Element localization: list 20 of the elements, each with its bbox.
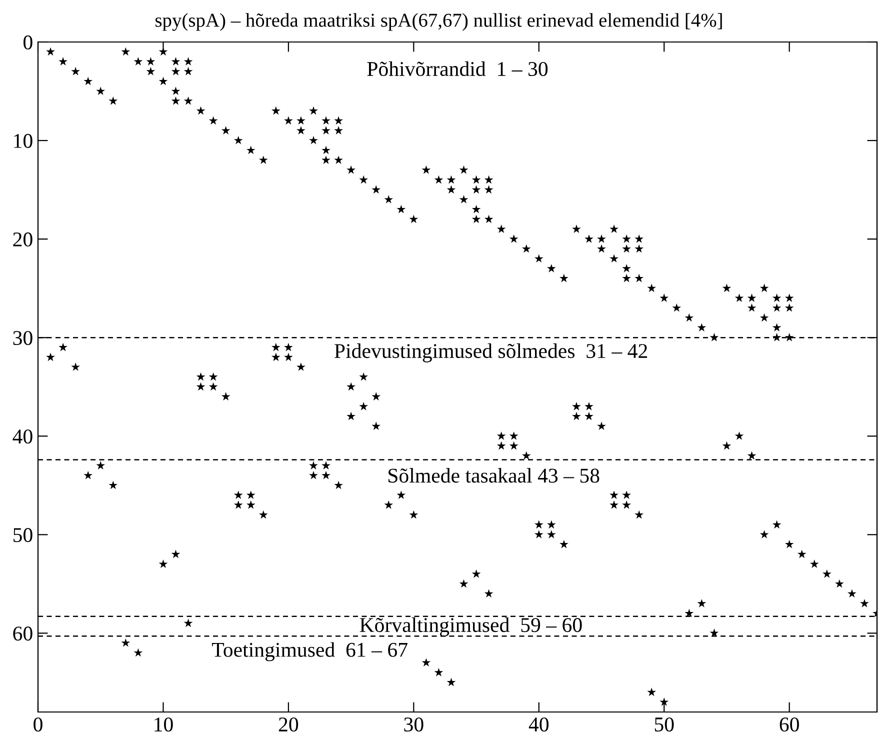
- y-tick-label: 10: [14, 134, 32, 148]
- y-tick-label: 30: [13, 330, 32, 346]
- annotation: Sõlmede tasakaal 43 – 58: [388, 468, 600, 483]
- x-tick-label: 20: [278, 717, 298, 732]
- annotation: Pidevustingimused sõlmedes 31 – 42: [334, 343, 648, 362]
- x-tick-label: 40: [528, 717, 549, 732]
- chart-title: spy(spA) – hõreda maatriksi spA(67,67) nullist erinevad elemendid [4%]: [155, 13, 722, 31]
- x-tick-label: 10: [154, 717, 173, 732]
- y-tick-label: 60: [13, 626, 32, 641]
- annotation: Kõrvaltingimused 59 – 60: [360, 617, 582, 636]
- annotation: Põhivõrrandid 1 – 30: [367, 61, 548, 76]
- x-tick-label: 50: [654, 717, 674, 732]
- x-tick-label: 0: [34, 717, 42, 732]
- x-tick-label: 30: [404, 717, 424, 732]
- y-tick-label: 40: [12, 429, 32, 444]
- annotation: Toetingimused 61 – 67: [212, 642, 408, 662]
- y-tick-label: 20: [13, 232, 32, 246]
- y-tick-label: 50: [14, 528, 32, 542]
- x-tick-label: 60: [780, 717, 799, 732]
- y-tick-label: 0: [24, 35, 32, 50]
